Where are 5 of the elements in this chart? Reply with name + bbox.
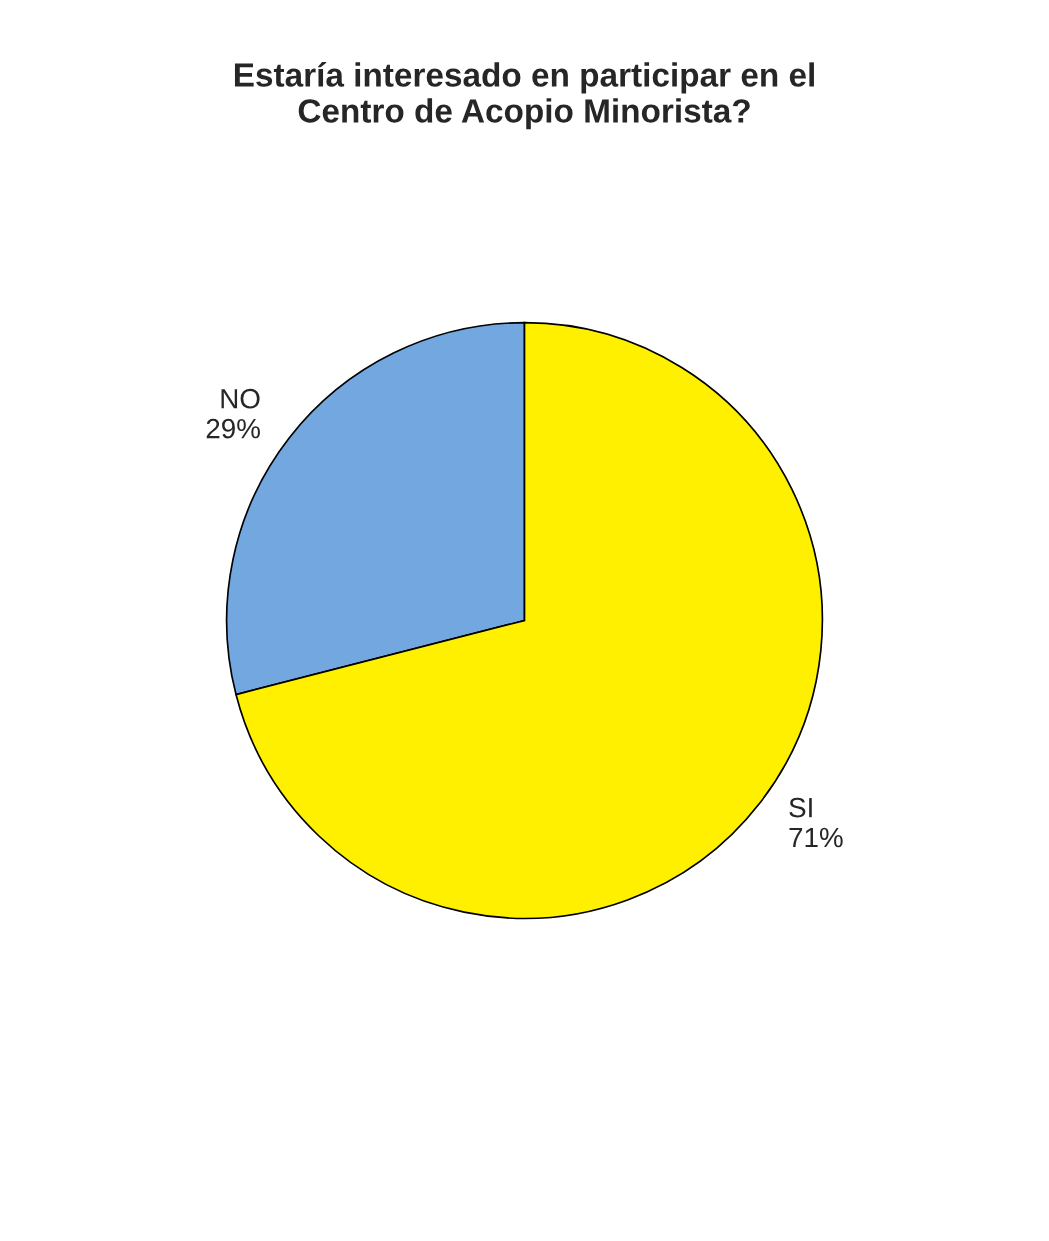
slice-label: NO [221, 388, 260, 409]
data-label: 29% [206, 418, 260, 439]
chart-title: Estaría interesado en participar en el Centro de Acopio Minorista? [234, 62, 814, 130]
slice-label: SI [789, 797, 812, 818]
data-label: 71% [789, 827, 843, 848]
